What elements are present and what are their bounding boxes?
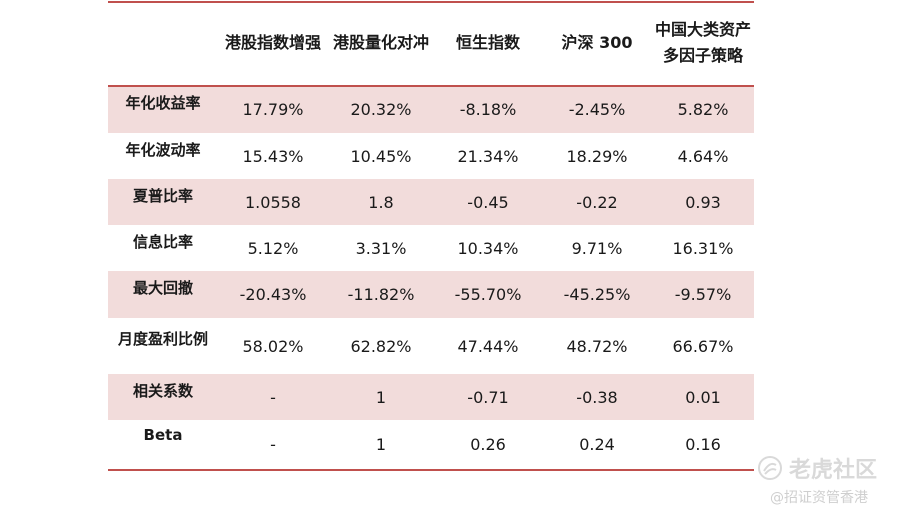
row-label: 年化波动率 bbox=[108, 133, 218, 179]
table-cell: -20.43% bbox=[218, 271, 328, 318]
table-cell: 0.16 bbox=[652, 420, 754, 469]
header-china-multi-factor: 中国大类资产 多因子策略 bbox=[652, 0, 754, 86]
table-cell: 47.44% bbox=[434, 318, 542, 374]
table-cell: -0.38 bbox=[542, 374, 652, 420]
table-cell: -9.57% bbox=[652, 271, 754, 318]
table-cell: 15.43% bbox=[218, 133, 328, 179]
table-cell: 18.29% bbox=[542, 133, 652, 179]
watermark-brand: 老虎社区 bbox=[757, 452, 877, 484]
table-cell: 1 bbox=[328, 420, 434, 469]
tiger-logo-icon bbox=[757, 455, 783, 481]
table-cell: -0.22 bbox=[542, 179, 652, 225]
table-row: 相关系数 - 1 -0.71 -0.38 0.01 bbox=[108, 374, 754, 420]
table-header-row: 港股指数增强 港股量化对冲 恒生指数 沪深 300 中国大类资产 多因子策略 bbox=[108, 0, 754, 86]
table-row: Beta - 1 0.26 0.24 0.16 bbox=[108, 420, 754, 469]
watermark-handle: @招证资管香港 bbox=[770, 490, 868, 506]
table-cell: -8.18% bbox=[434, 86, 542, 133]
table-cell: 9.71% bbox=[542, 225, 652, 271]
table-row: 年化波动率 15.43% 10.45% 21.34% 18.29% 4.64% bbox=[108, 133, 754, 179]
performance-table: 港股指数增强 港股量化对冲 恒生指数 沪深 300 中国大类资产 多因子策略 年… bbox=[108, 0, 754, 469]
table-cell: 1 bbox=[328, 374, 434, 420]
row-label: 夏普比率 bbox=[108, 179, 218, 225]
table-cell: 20.32% bbox=[328, 86, 434, 133]
table-cell: 17.79% bbox=[218, 86, 328, 133]
table-cell: - bbox=[218, 374, 328, 420]
table-cell: 5.12% bbox=[218, 225, 328, 271]
table-bottom-rule bbox=[108, 469, 754, 471]
table-row: 月度盈利比例 58.02% 62.82% 47.44% 48.72% 66.67… bbox=[108, 318, 754, 374]
table-cell: 10.34% bbox=[434, 225, 542, 271]
table-cell: 0.93 bbox=[652, 179, 754, 225]
header-china-multi-factor-line1: 中国大类资产 bbox=[654, 20, 751, 39]
row-label: 最大回撤 bbox=[108, 271, 218, 318]
table-cell: 0.26 bbox=[434, 420, 542, 469]
table-cell: 21.34% bbox=[434, 133, 542, 179]
table-top-rule bbox=[108, 1, 754, 3]
table-cell: - bbox=[218, 420, 328, 469]
table-cell: 4.64% bbox=[652, 133, 754, 179]
row-label: 年化收益率 bbox=[108, 86, 218, 133]
header-csi-300: 沪深 300 bbox=[561, 33, 633, 52]
table-cell: 1.8 bbox=[328, 179, 434, 225]
header-corner bbox=[108, 0, 218, 86]
table-cell: 62.82% bbox=[328, 318, 434, 374]
table-cell: -2.45% bbox=[542, 86, 652, 133]
table-cell: 58.02% bbox=[218, 318, 328, 374]
row-label: 月度盈利比例 bbox=[108, 318, 218, 374]
table-row: 夏普比率 1.0558 1.8 -0.45 -0.22 0.93 bbox=[108, 179, 754, 225]
header-hang-seng-index: 恒生指数 bbox=[455, 33, 520, 52]
table-cell: 66.67% bbox=[652, 318, 754, 374]
table-cell: 16.31% bbox=[652, 225, 754, 271]
table-cell: 48.72% bbox=[542, 318, 652, 374]
table-cell: -11.82% bbox=[328, 271, 434, 318]
table-cell: 3.31% bbox=[328, 225, 434, 271]
table-cell: 5.82% bbox=[652, 86, 754, 133]
table-row: 年化收益率 17.79% 20.32% -8.18% -2.45% 5.82% bbox=[108, 86, 754, 133]
table-cell: 1.0558 bbox=[218, 179, 328, 225]
watermark-brand-text: 老虎社区 bbox=[789, 458, 878, 483]
table-cell: -55.70% bbox=[434, 271, 542, 318]
table-cell: 0.01 bbox=[652, 374, 754, 420]
row-label: Beta bbox=[108, 420, 218, 469]
table-cell: -0.71 bbox=[434, 374, 542, 420]
table-cell: 10.45% bbox=[328, 133, 434, 179]
row-label: 信息比率 bbox=[108, 225, 218, 271]
table-cell: 0.24 bbox=[542, 420, 652, 469]
header-china-multi-factor-line2: 多因子策略 bbox=[662, 46, 743, 65]
header-hk-quant-hedge: 港股量化对冲 bbox=[332, 33, 429, 52]
table-cell: -45.25% bbox=[542, 271, 652, 318]
table-header-rule bbox=[108, 85, 754, 87]
header-hk-index-enhanced: 港股指数增强 bbox=[224, 33, 321, 52]
table-cell: -0.45 bbox=[434, 179, 542, 225]
table-row: 最大回撤 -20.43% -11.82% -55.70% -45.25% -9.… bbox=[108, 271, 754, 318]
row-label: 相关系数 bbox=[108, 374, 218, 420]
table-row: 信息比率 5.12% 3.31% 10.34% 9.71% 16.31% bbox=[108, 225, 754, 271]
